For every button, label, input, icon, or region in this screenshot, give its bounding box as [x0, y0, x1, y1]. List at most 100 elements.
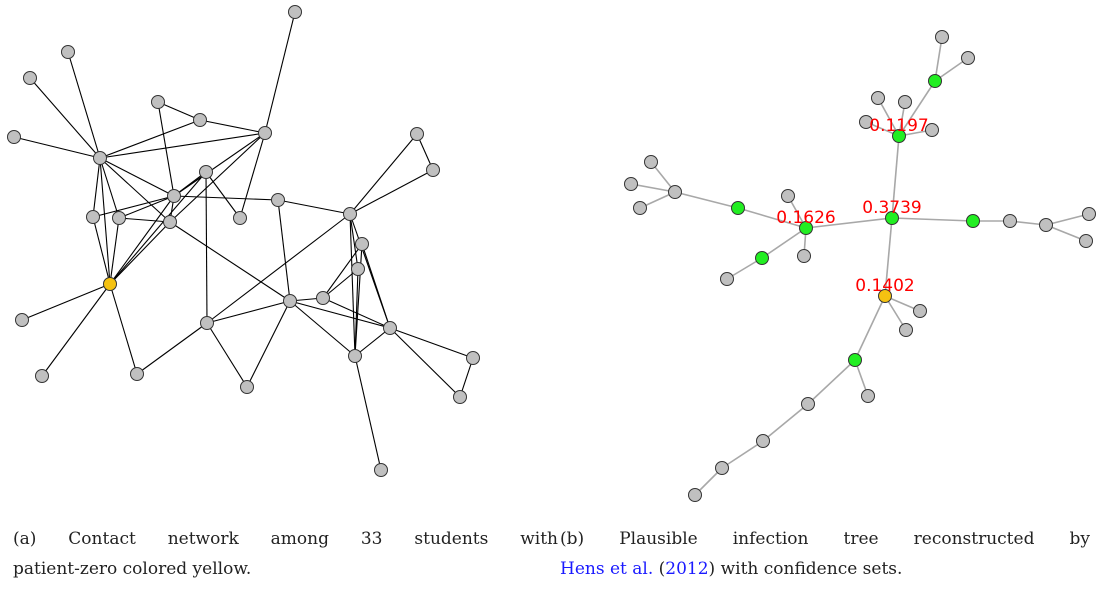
contact-edge: [99, 157, 171, 223]
confidence-label: 0.1626: [776, 208, 835, 228]
contact-edge: [21, 283, 111, 321]
contact-edge: [29, 77, 101, 159]
student-node: [35, 369, 49, 383]
infection-edge: [761, 227, 807, 259]
contact-edge: [206, 213, 351, 324]
contact-edge: [246, 300, 291, 388]
citation-open: (: [653, 559, 666, 579]
infection-edge: [891, 217, 974, 222]
green-tree-node: [885, 211, 899, 225]
contact-edge: [92, 195, 175, 218]
gray-tree-node: [624, 177, 638, 191]
contact-edge: [349, 213, 359, 270]
contact-edge: [169, 221, 291, 302]
gray-tree-node: [925, 123, 939, 137]
contact-edge: [349, 213, 356, 357]
contact-edge: [92, 216, 111, 285]
contact-edge: [136, 322, 208, 375]
student-node: [112, 211, 126, 225]
student-node: [130, 367, 144, 381]
green-tree-node: [755, 251, 769, 265]
contact-edge: [205, 171, 208, 324]
contact-edge: [157, 101, 201, 121]
gray-tree-node: [859, 115, 873, 129]
student-node: [343, 207, 357, 221]
contact-edge: [99, 157, 111, 285]
infection-edge: [807, 359, 856, 405]
student-node: [61, 45, 75, 59]
contact-edge: [206, 322, 248, 388]
contact-edge: [289, 300, 356, 357]
student-node: [199, 165, 213, 179]
green-tree-node: [928, 74, 942, 88]
gray-tree-node: [1003, 214, 1017, 228]
contact-edge: [13, 136, 101, 159]
green-tree-node: [892, 129, 906, 143]
infection-tree-nodes: [624, 30, 1096, 502]
student-node: [23, 71, 37, 85]
infection-edge: [1045, 213, 1090, 226]
gray-tree-node: [688, 488, 702, 502]
gray-tree-node: [781, 189, 795, 203]
contact-network-edges: [13, 11, 474, 471]
caption-a-line1: (a) Contact network among 33 students wi…: [13, 529, 558, 549]
contact-edge: [173, 195, 279, 201]
citation-year-link[interactable]: 2012: [665, 559, 709, 579]
caption-b-line1: (b) Plausible infection tree reconstruct…: [560, 529, 1090, 549]
infection-edge: [884, 217, 893, 297]
contact-edge: [239, 132, 266, 219]
confidence-label: 0.3739: [862, 198, 921, 218]
student-node: [426, 163, 440, 177]
contact-edge: [354, 355, 382, 471]
infection-edge: [674, 191, 739, 209]
student-node: [374, 463, 388, 477]
caption-a-line2: patient-zero colored yellow.: [13, 559, 252, 579]
contact-edge: [67, 51, 101, 159]
infection-edge: [891, 135, 900, 219]
gray-tree-node: [801, 397, 815, 411]
student-node: [240, 380, 254, 394]
contact-edge: [99, 157, 120, 219]
gray-tree-node: [1039, 218, 1053, 232]
student-node: [7, 130, 21, 144]
contact-edge: [109, 221, 171, 285]
confidence-labels: 0.1197 0.1626 0.3739 0.1402: [776, 116, 928, 296]
confidence-label: 0.1197: [869, 116, 928, 136]
contact-edge: [157, 101, 175, 197]
citation-authors-link[interactable]: Hens et al.: [560, 559, 654, 579]
contact-edge: [322, 268, 359, 299]
gray-tree-node: [898, 95, 912, 109]
contact-edge: [109, 283, 138, 375]
student-node: [193, 113, 207, 127]
gray-tree-node: [1082, 207, 1096, 221]
contact-edge: [264, 11, 296, 134]
student-node: [383, 321, 397, 335]
infection-edge: [1045, 224, 1087, 242]
gray-tree-node: [861, 389, 875, 403]
figure-canvas: 0.1197 0.1626 0.3739 0.1402: [7, 5, 1096, 502]
student-node: [316, 291, 330, 305]
infection-edge: [898, 80, 936, 137]
gray-tree-node: [913, 304, 927, 318]
infection-edge: [805, 217, 893, 229]
contact-edge: [99, 119, 201, 159]
contact-network-panel: [7, 5, 480, 477]
patient-zero-node: [103, 277, 117, 291]
student-node: [351, 262, 365, 276]
contact-edge: [109, 171, 207, 285]
student-node: [355, 237, 369, 251]
student-node: [86, 210, 100, 224]
student-node: [15, 313, 29, 327]
caption-b-line2: Hens et al. (2012) with confidence sets.: [560, 559, 902, 579]
student-node: [288, 5, 302, 19]
student-node: [410, 127, 424, 141]
infection-edge: [721, 440, 764, 469]
contact-edge: [277, 199, 291, 302]
contact-edge: [277, 199, 351, 215]
caption-a: (a) Contact network among 33 students wi…: [13, 524, 558, 584]
contact-edge: [99, 157, 175, 197]
student-node: [466, 351, 480, 365]
contact-edge: [354, 327, 391, 357]
student-node: [271, 193, 285, 207]
confidence-label: 0.1402: [855, 276, 914, 296]
